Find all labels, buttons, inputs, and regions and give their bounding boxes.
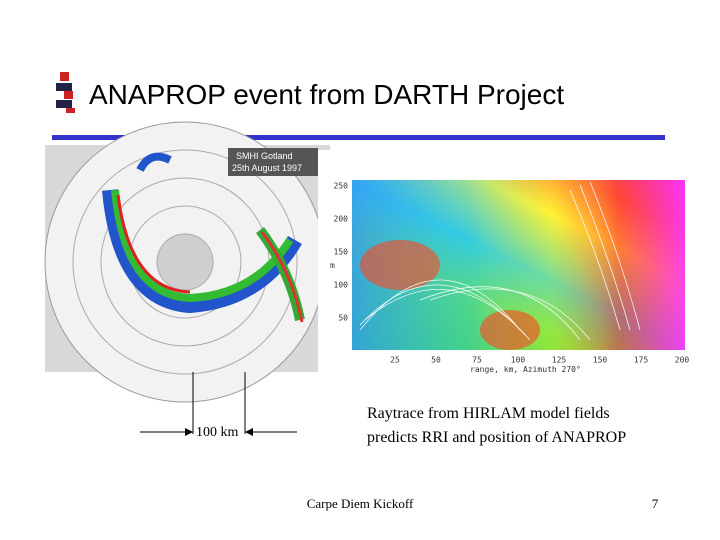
x-tick-label: 50 xyxy=(431,356,441,365)
caption-line: Raytrace from HIRLAM model fields xyxy=(367,405,610,422)
y-tick-label: 100 xyxy=(334,281,349,290)
x-axis-label: range, km, Azimuth 270° xyxy=(470,365,581,374)
footer-text: Carpe Diem Kickoff xyxy=(307,496,414,511)
x-tick-label: 100 xyxy=(511,356,526,365)
y-axis-label: m xyxy=(330,261,335,270)
x-tick-label: 200 xyxy=(675,356,690,365)
y-tick-label: 150 xyxy=(334,248,349,257)
radar-image: SMHI Gotland 25th August 1997 xyxy=(44,121,330,403)
y-tick-label: 50 xyxy=(338,314,348,323)
slide-title: ANAPROP event from DARTH Project xyxy=(89,79,564,110)
x-tick-label: 25 xyxy=(390,356,400,365)
raytrace-plot: m range, km, Azimuth 270° 250 200 150 100 50… xyxy=(318,150,690,378)
title-rule xyxy=(52,135,665,140)
y-tick-label: 200 xyxy=(334,215,349,224)
scale-bar xyxy=(140,372,297,436)
logo xyxy=(56,72,75,113)
radar-label: 25th August 1997 xyxy=(232,163,302,173)
radar-label: SMHI Gotland xyxy=(236,151,293,161)
page-number: 7 xyxy=(652,496,659,511)
caption-line: predicts RRI and position of ANAPROP xyxy=(367,429,626,446)
x-tick-label: 175 xyxy=(634,356,649,365)
x-tick-label: 75 xyxy=(472,356,482,365)
x-tick-label: 150 xyxy=(593,356,608,365)
x-tick-label: 125 xyxy=(552,356,567,365)
y-tick-label: 250 xyxy=(334,182,349,191)
scale-label: 100 km xyxy=(196,425,239,440)
